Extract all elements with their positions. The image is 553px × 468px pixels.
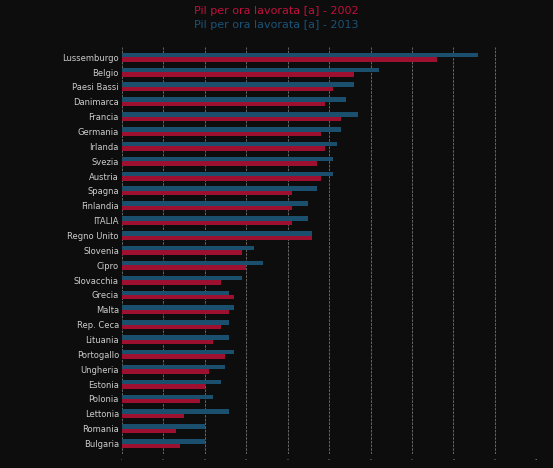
Bar — [122, 97, 346, 102]
Bar — [122, 127, 341, 132]
Bar — [122, 246, 254, 250]
Bar — [122, 206, 292, 210]
Bar — [122, 117, 341, 121]
Bar — [122, 414, 184, 418]
Bar — [122, 146, 325, 151]
Bar — [122, 310, 229, 314]
Bar — [122, 67, 379, 72]
Bar — [122, 335, 229, 340]
Text: Pil per ora lavorata [a] - 2002: Pil per ora lavorata [a] - 2002 — [194, 7, 359, 16]
Bar — [122, 132, 321, 136]
Bar — [122, 142, 337, 146]
Bar — [122, 340, 213, 344]
Bar — [122, 399, 200, 403]
Bar — [122, 380, 221, 384]
Bar — [122, 295, 233, 300]
Bar — [122, 291, 229, 295]
Bar — [122, 201, 309, 206]
Bar — [122, 53, 478, 57]
Bar — [122, 354, 226, 359]
Bar — [122, 176, 321, 181]
Bar — [122, 320, 229, 325]
Bar — [122, 82, 354, 87]
Bar — [122, 261, 263, 265]
Bar — [122, 410, 229, 414]
Bar — [122, 439, 205, 444]
Bar — [122, 161, 316, 166]
Bar — [122, 369, 209, 374]
Bar — [122, 365, 226, 369]
Bar — [122, 87, 333, 91]
Bar — [122, 57, 437, 62]
Bar — [122, 444, 180, 448]
Bar — [122, 191, 292, 196]
Bar — [122, 112, 358, 117]
Bar — [122, 216, 309, 220]
Bar — [122, 157, 333, 161]
Bar — [122, 231, 312, 235]
Bar — [122, 186, 316, 191]
Bar — [122, 350, 233, 354]
Bar — [122, 395, 213, 399]
Bar — [122, 325, 221, 329]
Bar — [122, 72, 354, 77]
Text: Pil per ora lavorata [a] - 2013: Pil per ora lavorata [a] - 2013 — [194, 21, 359, 30]
Bar — [122, 424, 205, 429]
Bar — [122, 280, 221, 285]
Bar — [122, 172, 333, 176]
Bar — [122, 235, 312, 240]
Bar — [122, 429, 175, 433]
Bar — [122, 265, 246, 270]
Bar — [122, 276, 242, 280]
Bar — [122, 220, 292, 225]
Bar — [122, 305, 233, 310]
Bar — [122, 384, 205, 388]
Bar — [122, 102, 325, 106]
Bar — [122, 250, 242, 255]
